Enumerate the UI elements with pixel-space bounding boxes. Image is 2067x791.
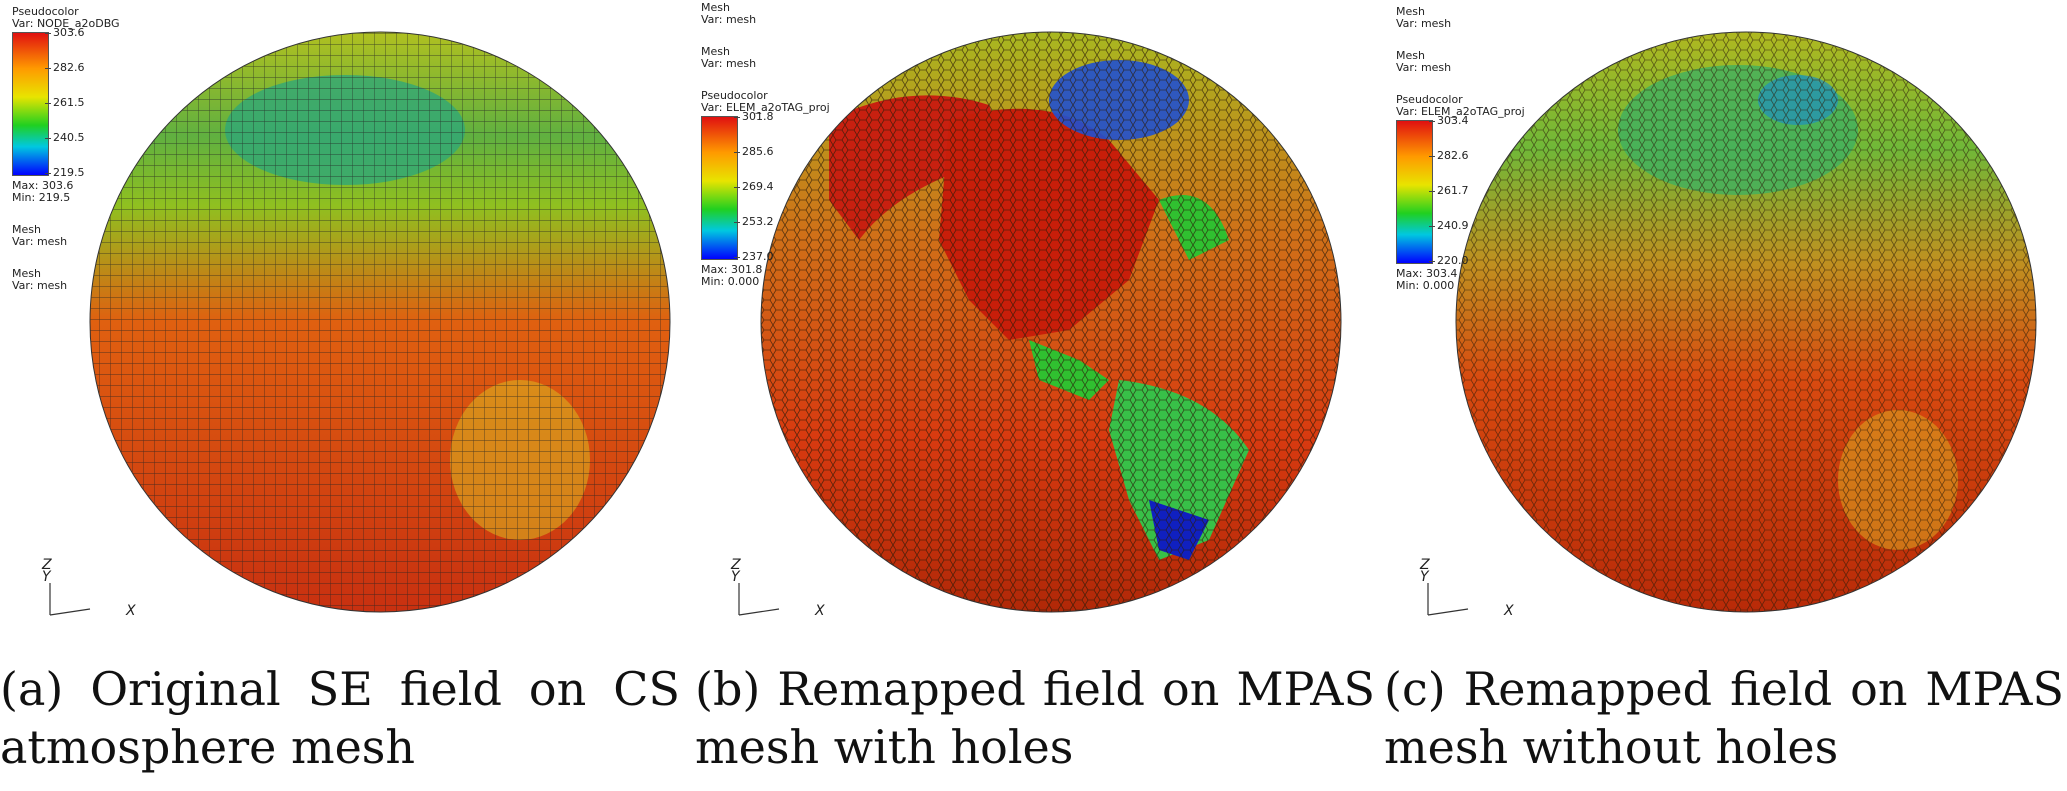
caption-a: (a) Original SE field on CS atmosphere m… — [0, 662, 680, 774]
min-value: Min: 0.000 — [701, 275, 760, 288]
colorbar-tick: 240.5 — [45, 131, 85, 144]
legend-b: Mesh Var: mesh Mesh Var: mesh Pseudocolo… — [701, 2, 830, 288]
axis-triad: Z Y X — [41, 557, 136, 619]
colorbar-tick: 220.0 — [1429, 254, 1469, 267]
panel-c: Mesh Var: mesh Mesh Var: mesh Pseudocolo… — [1378, 0, 2067, 791]
caption-b: (b) Remapped field on MPAS mesh with hol… — [695, 662, 1375, 774]
mesh-block: Mesh Var: mesh — [701, 2, 830, 26]
colorbar-tick: 261.7 — [1429, 184, 1469, 197]
mesh-var: Var: mesh — [12, 235, 68, 248]
pseudocolor-title: Pseudocolor — [1396, 93, 1463, 106]
colorbar-tick: 301.8 — [734, 110, 774, 123]
globe-c — [1455, 31, 2037, 613]
mesh-title: Mesh — [12, 223, 41, 236]
colorbar-tick: 240.9 — [1429, 219, 1469, 232]
mesh-block: Mesh Var: mesh — [1396, 50, 1525, 74]
legend-a: Pseudocolor Var: NODE_a2oDBG 303.6 282.6… — [12, 6, 120, 312]
globe-b — [760, 31, 1342, 613]
min-value: Min: 0.000 — [1396, 279, 1455, 292]
colorbar: 303.6 282.6 261.5 240.5 219.5 — [12, 27, 85, 179]
mesh-title: Mesh — [701, 1, 730, 14]
colorbar-tick: 261.5 — [45, 96, 85, 109]
colorbar-tick: 253.2 — [734, 215, 774, 228]
panel-b: Mesh Var: mesh Mesh Var: mesh Pseudocolo… — [689, 0, 1378, 791]
mesh-var: Var: mesh — [1396, 17, 1452, 30]
colorbar-tick: 303.4 — [1429, 114, 1469, 127]
mesh-var: Var: mesh — [1396, 61, 1452, 74]
mesh-title: Mesh — [701, 45, 730, 58]
mesh-title: Mesh — [1396, 49, 1425, 62]
mesh-block: Mesh Var: mesh — [12, 224, 120, 248]
mesh-block: Mesh Var: mesh — [12, 268, 120, 292]
axis-x-label: X — [1503, 603, 1514, 619]
mesh-title: Mesh — [1396, 5, 1425, 18]
caption-c: (c) Remapped field on MPAS mesh without … — [1384, 662, 2064, 774]
axis-x-label: X — [814, 603, 825, 619]
legend-c: Mesh Var: mesh Mesh Var: mesh Pseudocolo… — [1396, 6, 1525, 292]
pseudocolor-title: Pseudocolor — [12, 5, 79, 18]
colorbar-tick: 285.6 — [734, 145, 774, 158]
pseudocolor-var: Var: ELEM_a2oTAG_proj — [1396, 105, 1525, 118]
mesh-var: Var: mesh — [701, 13, 757, 26]
mesh-block: Mesh Var: mesh — [1396, 6, 1525, 30]
mesh-title: Mesh — [12, 267, 41, 280]
axis-x-label: X — [125, 603, 136, 619]
axis-z-label: Z — [1419, 557, 1430, 573]
pseudocolor-var: Var: ELEM_a2oTAG_proj — [701, 101, 830, 114]
colorbar-tick: 303.6 — [45, 26, 85, 39]
axis-y-label: Y — [42, 569, 52, 585]
colorbar: 301.8 285.6 269.4 253.2 237.0 — [701, 111, 774, 263]
mesh-var: Var: mesh — [12, 279, 68, 292]
pseudocolor-title: Pseudocolor — [701, 89, 768, 102]
axis-z-label: Z — [41, 557, 52, 573]
axis-triad: Z Y X — [730, 557, 825, 619]
axis-z-label: Z — [730, 557, 741, 573]
colorbar: 303.4 282.6 261.7 240.9 220.0 — [1396, 115, 1469, 267]
colorbar-tick: 219.5 — [45, 166, 85, 179]
globe-a — [89, 31, 671, 613]
max-value: Max: 301.8 — [701, 263, 763, 276]
min-value: Min: 219.5 — [12, 191, 71, 204]
max-value: Max: 303.4 — [1396, 267, 1458, 280]
colorbar-tick: 282.6 — [45, 61, 85, 74]
max-value: Max: 303.6 — [12, 179, 74, 192]
axis-y-label: Y — [1420, 569, 1430, 585]
mesh-var: Var: mesh — [701, 57, 757, 70]
axis-triad: Z Y X — [1419, 557, 1514, 619]
mesh-block: Mesh Var: mesh — [701, 46, 830, 70]
colorbar-tick: 237.0 — [734, 250, 774, 263]
colorbar-tick: 269.4 — [734, 180, 774, 193]
axis-y-label: Y — [731, 569, 741, 585]
colorbar-tick: 282.6 — [1429, 149, 1469, 162]
pseudocolor-var: Var: NODE_a2oDBG — [12, 17, 120, 30]
panel-a: Pseudocolor Var: NODE_a2oDBG 303.6 282.6… — [0, 0, 689, 791]
